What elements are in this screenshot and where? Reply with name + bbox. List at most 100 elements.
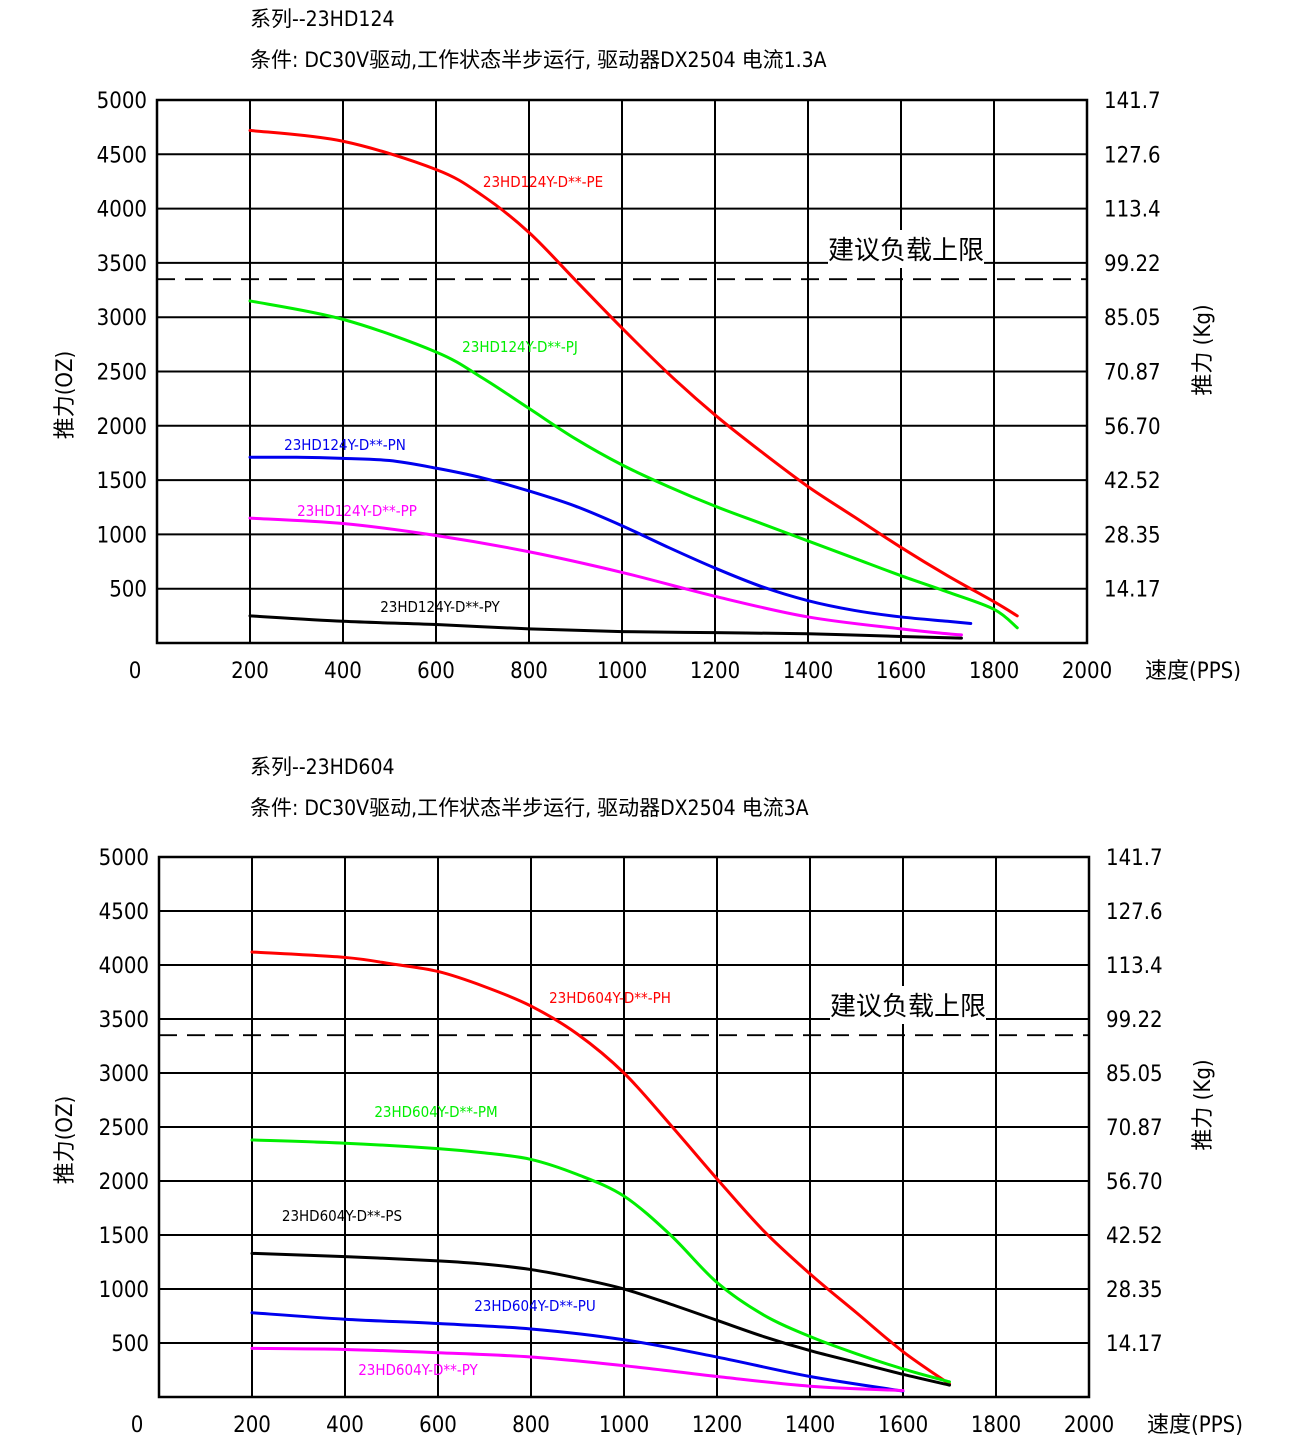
y-tick-label: 4000: [97, 198, 147, 223]
y-axis-left-ticks: 500 1000 1500 2000 2500 3000 3500 4000 4500 5000: [99, 846, 149, 1357]
series-line-23hd604y-d-pu: [250, 1311, 905, 1393]
plot-frame: [157, 855, 1091, 1399]
y2-tick-label: 14.17: [1104, 578, 1161, 603]
threshold-label: 建议负载上限: [830, 992, 986, 1022]
x-tick-label: 1400: [785, 1413, 835, 1438]
y-tick-label: 5000: [97, 89, 147, 114]
series-line-23hd124y-d-pn: [248, 455, 973, 625]
series-title: 系列--23HD124: [250, 7, 395, 31]
y2-tick-label: 28.35: [1106, 1278, 1163, 1303]
y-tick-label: 3000: [99, 1062, 149, 1087]
x-tick-label: 1000: [599, 1413, 649, 1438]
y-tick-label: 3500: [97, 252, 147, 277]
series-line-23hd124y-d-pe: [248, 128, 1019, 618]
series-label-23hd124y-d-pe: 23HD124Y-D**-PE: [483, 173, 603, 191]
x-tick-label: 1800: [969, 659, 1019, 684]
y-tick-label: 2000: [97, 415, 147, 440]
y-tick-label: 3000: [97, 306, 147, 331]
y-tick-label: 4000: [99, 954, 149, 979]
x-tick-label: 800: [510, 659, 548, 684]
series-line-23hd124y-d-py: [248, 614, 963, 640]
y-axis-left-label: 推力(OZ): [53, 1096, 78, 1185]
series-label-23hd604y-d-py: 23HD604Y-D**-PY: [358, 1361, 478, 1379]
x-tick-label: 2000: [1064, 1413, 1114, 1438]
x-tick-label: 1600: [876, 659, 926, 684]
y-axis-left-ticks: 500 1000 1500 2000 2500 3000 3500 4000 4500 5000: [97, 89, 147, 603]
series-label-23hd604y-d-ps: 23HD604Y-D**-PS: [282, 1207, 402, 1225]
series-label-23hd124y-d-pp: 23HD124Y-D**-PP: [297, 502, 417, 520]
plot-frame: [155, 98, 1089, 645]
y2-tick-label: 14.17: [1106, 1332, 1163, 1357]
y2-tick-label: 42.52: [1106, 1224, 1163, 1249]
x-tick-label: 2000: [1062, 659, 1112, 684]
x-tick-label: 1000: [597, 659, 647, 684]
plot-grid: [155, 98, 1089, 645]
y-tick-label: 3500: [99, 1008, 149, 1033]
y-tick-label: 5000: [99, 846, 149, 871]
y-axis-right-label: 推力 (Kg): [1191, 1059, 1216, 1150]
y2-tick-label: 70.87: [1106, 1116, 1163, 1141]
y-tick-label: 1000: [99, 1278, 149, 1303]
x-tick-label: 1200: [690, 659, 740, 684]
y-tick-label: 1000: [97, 523, 147, 548]
x-tick-label: 200: [233, 1413, 271, 1438]
y2-tick-label: 113.4: [1104, 198, 1161, 223]
x-tick-label: 1800: [971, 1413, 1021, 1438]
y2-tick-label: 42.52: [1104, 469, 1161, 494]
x-tick-label: 200: [231, 659, 269, 684]
series-line-23hd124y-d-pp: [248, 516, 963, 637]
y2-tick-label: 141.7: [1106, 846, 1163, 871]
y2-tick-label: 113.4: [1106, 954, 1163, 979]
threshold-label: 建议负载上限: [828, 236, 984, 266]
series-label-23hd604y-d-pm: 23HD604Y-D**-PM: [374, 1103, 497, 1121]
chart-23hd604: 系列--23HD604 条件: DC30V驱动,工作状态半步运行, 驱动器DX2…: [53, 755, 1243, 1438]
y-tick-label: 2500: [99, 1116, 149, 1141]
y-tick-label: 500: [111, 1332, 149, 1357]
x-tick-label: 1400: [783, 659, 833, 684]
conditions-text: 条件: DC30V驱动,工作状态半步运行, 驱动器DX2504 电流3A: [250, 796, 809, 820]
y-tick-label: 500: [109, 578, 147, 603]
y-axis-right-label: 推力 (Kg): [1191, 304, 1216, 395]
x-tick-label: 1600: [878, 1413, 928, 1438]
y-tick-label: 1500: [99, 1224, 149, 1249]
series-line-23hd604y-d-py: [250, 1346, 905, 1393]
x-axis-unit-label: 速度(PPS): [1145, 659, 1241, 684]
series-line-23hd604y-d-ps: [250, 1251, 951, 1387]
series-line-23hd604y-d-pm: [250, 1138, 951, 1384]
x-axis-ticks: 200 400 600 800 1000 1200 1400 1600 1800 2000: [231, 659, 1112, 684]
series-label-23hd124y-d-pn: 23HD124Y-D**-PN: [284, 436, 406, 454]
y2-tick-label: 99.22: [1104, 252, 1161, 277]
y2-tick-label: 28.35: [1104, 523, 1161, 548]
series-labels: 23HD604Y-D**-PH 23HD604Y-D**-PM 23HD604Y-D…: [282, 989, 671, 1379]
y2-tick-label: 85.05: [1104, 306, 1161, 331]
series-label-23hd124y-d-pj: 23HD124Y-D**-PJ: [462, 338, 578, 356]
conditions-text: 条件: DC30V驱动,工作状态半步运行, 驱动器DX2504 电流1.3A: [250, 48, 827, 72]
y-tick-label: 4500: [99, 900, 149, 925]
series-line-23hd124y-d-pj: [248, 299, 1019, 630]
x-tick-label: 1200: [692, 1413, 742, 1438]
y-axis-right-ticks: 141.7 127.6 113.4 99.22 85.05 70.87 56.70 42.52…: [1104, 89, 1161, 603]
y2-tick-label: 127.6: [1104, 143, 1161, 168]
y-axis-left-label: 推力(OZ): [53, 351, 78, 440]
y2-tick-label: 56.70: [1106, 1170, 1163, 1195]
chart-23hd124: 系列--23HD124 条件: DC30V驱动,工作状态半步运行, 驱动器DX2…: [53, 7, 1241, 684]
threshold-label-bg: [830, 986, 986, 1024]
x-tick-label: 600: [417, 659, 455, 684]
y2-tick-label: 56.70: [1104, 415, 1161, 440]
series-label-23hd604y-d-ph: 23HD604Y-D**-PH: [549, 989, 671, 1007]
y2-tick-label: 70.87: [1104, 361, 1161, 386]
series-label-23hd604y-d-pu: 23HD604Y-D**-PU: [474, 1297, 596, 1315]
threshold-label-bg: [828, 230, 984, 268]
y-tick-label: 4500: [97, 143, 147, 168]
series-line-23hd604y-d-ph: [250, 950, 951, 1386]
series-label-23hd124y-d-py: 23HD124Y-D**-PY: [380, 598, 500, 616]
x-tick-label: 800: [512, 1413, 550, 1438]
y2-tick-label: 85.05: [1106, 1062, 1163, 1087]
origin-label: 0: [131, 1413, 144, 1438]
y-tick-label: 2500: [97, 361, 147, 386]
x-tick-label: 400: [324, 659, 362, 684]
y2-tick-label: 141.7: [1104, 89, 1161, 114]
series-lines: [248, 128, 1019, 640]
x-tick-label: 600: [419, 1413, 457, 1438]
